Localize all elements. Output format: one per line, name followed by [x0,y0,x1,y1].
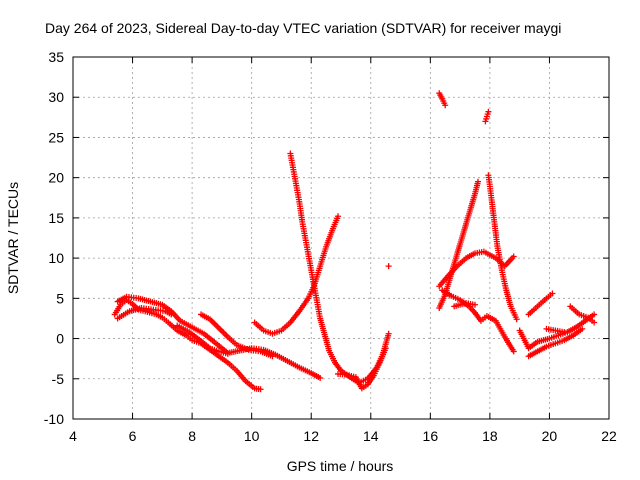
x-tick-label: 4 [69,428,77,444]
x-tick-label: 22 [601,428,617,444]
x-tick-label: 16 [423,428,439,444]
data-point-plus [510,253,517,260]
data-point-plus [257,386,264,393]
x-tick-label: 12 [303,428,319,444]
y-tick-label: 30 [48,89,64,105]
data-point-plus [591,319,598,326]
series-arc-r [525,325,586,360]
series-arc-n [485,172,520,323]
data-point-plus [510,348,517,355]
x-tick-label: 10 [244,428,260,444]
series-arc-l [436,178,481,311]
data-point-plus [591,311,598,318]
x-tick-labels: 4 6 8 10 12 14 16 18 20 22 [69,428,617,444]
y-tick-labels: -10 -5 0 5 10 15 20 25 30 35 [44,49,64,427]
grid [73,57,609,419]
data-point-plus [474,178,481,185]
axis-ticks [72,56,610,420]
x-tick-label: 8 [188,428,196,444]
series-arc-p [451,300,478,310]
data-point-plus [335,213,342,220]
y-tick-label: 35 [48,49,64,65]
series-arc-e [174,322,231,357]
data-point-plus [442,102,449,109]
data-point-plus [385,263,392,270]
y-tick-label: 15 [48,210,64,226]
y-tick-label: 25 [48,129,64,145]
data-point-plus [549,290,556,297]
y-tick-label: 20 [48,170,64,186]
series-arc-j [436,90,449,109]
data-point-plus [317,374,324,381]
x-tick-label: 18 [482,428,498,444]
plot-frame [72,56,610,420]
data-point-plus [382,345,389,352]
series-arc-c [114,304,175,322]
series-point-i [385,263,392,270]
data-point-plus [513,316,520,323]
y-tick-label: -5 [52,371,65,387]
series-arc-s [525,290,556,318]
series-arc-m [436,248,517,290]
series-arc-d [198,311,276,360]
series-arc-g [251,213,342,337]
data-point-plus [561,329,568,336]
series-arc-f [287,150,392,386]
chart-title: Day 264 of 2023, Sidereal Day-to-day VTE… [45,20,561,36]
series-arc-t [567,303,598,326]
y-axis-label: SDTVAR / TECUs [5,182,21,294]
data-points [111,90,598,393]
y-tick-label: -10 [44,411,64,427]
x-axis-label: GPS time / hours [287,458,394,474]
x-tick-label: 6 [129,428,137,444]
series-arc-o [439,287,517,355]
series-arc-k [482,108,492,125]
series-arc-u [543,325,568,336]
series-arc-a [111,296,264,393]
series-arc-b [114,293,324,381]
y-tick-label: 0 [56,331,64,347]
data-point-plus [224,350,231,357]
series-arc-h [335,345,389,392]
x-tick-label: 20 [542,428,558,444]
data-point-plus [472,301,478,308]
data-point-plus [168,311,175,318]
y-tick-label: 10 [48,250,64,266]
data-point-plus [485,108,492,115]
data-point-plus [579,325,586,332]
data-point-plus [269,353,276,360]
x-tick-label: 14 [363,428,379,444]
y-tick-label: 5 [56,290,64,306]
data-point-plus [385,330,392,337]
